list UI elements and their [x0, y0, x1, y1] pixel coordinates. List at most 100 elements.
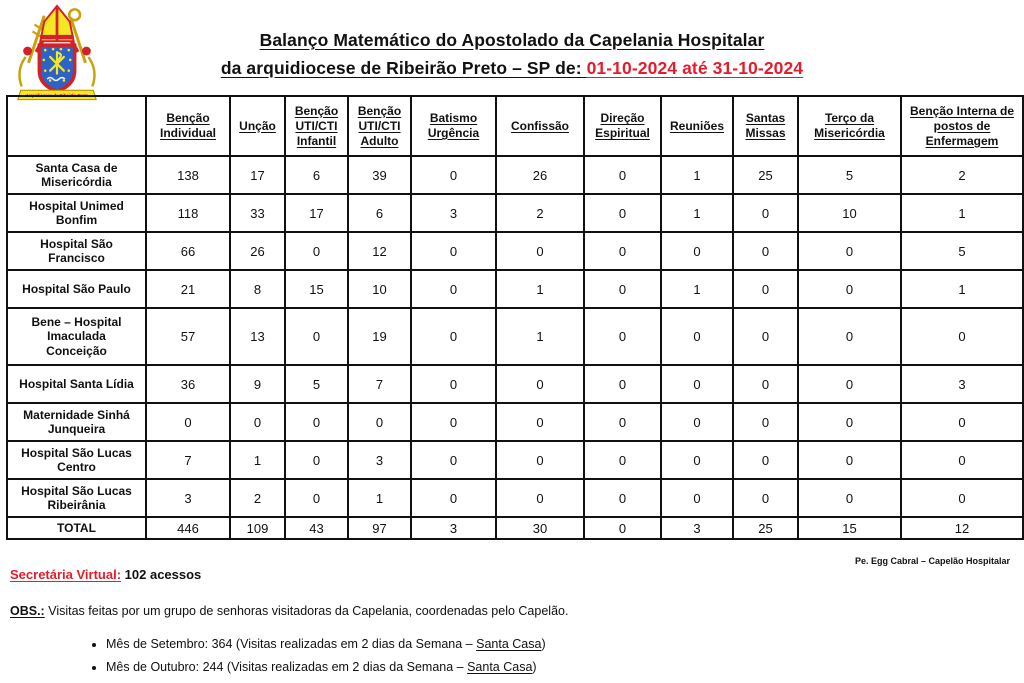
value-cell: 0 — [732, 364, 799, 404]
september-underlined: Santa Casa — [476, 637, 542, 651]
value-cell: 0 — [900, 478, 1024, 518]
value-cell: 0 — [410, 307, 497, 366]
total-label: TOTAL — [6, 516, 147, 540]
value-cell: 0 — [229, 402, 286, 442]
value-cell: 0 — [583, 478, 662, 518]
september-text: Mês de Setembro: 364 (Visitas realizadas… — [106, 637, 477, 651]
value-cell: 0 — [583, 516, 662, 540]
value-cell: 7 — [145, 440, 231, 480]
value-cell: 0 — [660, 231, 734, 271]
value-cell: 0 — [660, 364, 734, 404]
list-item-september: Mês de Setembro: 364 (Visitas realizadas… — [106, 633, 546, 656]
value-cell: 2 — [229, 478, 286, 518]
bishop-mitre-icon — [34, 4, 80, 53]
value-cell: 0 — [583, 155, 662, 195]
value-cell: 25 — [732, 155, 799, 195]
value-cell: 1 — [900, 269, 1024, 309]
column-header: Terço da Misericórdia — [797, 95, 902, 157]
value-cell: 0 — [660, 478, 734, 518]
value-cell: 138 — [145, 155, 231, 195]
column-header: Reuniões — [660, 95, 734, 157]
value-cell: 0 — [495, 402, 585, 442]
page-title-line1: Balanço Matemático do Apostolado da Cape… — [0, 26, 1024, 54]
value-cell: 0 — [284, 440, 349, 480]
header-row: Benção Individual Unção Benção UTI/CTI Inf… — [6, 95, 1024, 157]
report-table-body: Santa Casa de Misericórdia 138 17 6 39 0 26 0 1 2… — [6, 155, 1024, 540]
value-cell: 97 — [347, 516, 412, 540]
value-cell: 0 — [495, 478, 585, 518]
value-cell: 8 — [229, 269, 286, 309]
list-item-october: Mês de Outubro: 244 (Visitas realizadas … — [106, 656, 546, 679]
column-header: Benção Individual — [145, 95, 231, 157]
value-cell: 6 — [284, 155, 349, 195]
value-cell: 3 — [347, 440, 412, 480]
page-title-line2: da arquidiocese de Ribeirão Preto – SP d… — [0, 54, 1024, 82]
value-cell: 0 — [732, 193, 799, 233]
value-cell: 13 — [229, 307, 286, 366]
virtual-secretary-label: Secretária Virtual: — [10, 567, 122, 582]
value-cell: 5 — [797, 155, 902, 195]
value-cell: 0 — [732, 402, 799, 442]
value-cell: 0 — [660, 402, 734, 442]
value-cell: 2 — [495, 193, 585, 233]
september-suffix: ) — [541, 637, 546, 651]
column-header: Unção — [229, 95, 286, 157]
value-cell: 0 — [284, 231, 349, 271]
column-header: Direção Espiritual — [583, 95, 662, 157]
value-cell: 17 — [284, 193, 349, 233]
hospital-name: Hospital São Paulo — [6, 269, 147, 309]
observation-line: OBS.: Visitas feitas por um grupo de sen… — [10, 604, 568, 618]
crossed-staffs-icon — [27, 15, 87, 64]
value-cell: 0 — [797, 440, 902, 480]
value-cell: 3 — [410, 193, 497, 233]
value-cell: 0 — [495, 440, 585, 480]
value-cell: 0 — [410, 155, 497, 195]
value-cell: 26 — [495, 155, 585, 195]
value-cell: 25 — [732, 516, 799, 540]
column-header: Benção Interna de postos de Enfermagem — [900, 95, 1024, 157]
column-header: Batismo Urgência — [410, 95, 497, 157]
hospital-name: Bene – Hospital Imaculada Conceição — [6, 307, 147, 366]
title-text-1: Balanço Matemático do Apostolado da Cape… — [259, 30, 765, 50]
hospital-name: Hospital São Lucas Ribeirânia — [6, 478, 147, 518]
value-cell: 33 — [229, 193, 286, 233]
value-cell: 10 — [347, 269, 412, 309]
value-cell: 0 — [583, 440, 662, 480]
value-cell: 0 — [583, 402, 662, 442]
value-cell: 0 — [410, 364, 497, 404]
value-cell: 3 — [900, 364, 1024, 404]
value-cell: 0 — [660, 307, 734, 366]
table-row: Maternidade Sinhá Junqueira 0 0 0 0 0 0 0 0 0 0 0 — [6, 402, 1024, 442]
value-cell: 0 — [797, 364, 902, 404]
hospital-name: Hospital São Francisco — [6, 231, 147, 271]
value-cell: 1 — [495, 269, 585, 309]
value-cell: 1 — [660, 269, 734, 309]
table-row: Hospital São Francisco 66 26 0 12 0 0 0 0 0 0 5 — [6, 231, 1024, 271]
value-cell: 66 — [145, 231, 231, 271]
crosier-spiral-icon — [67, 8, 82, 22]
value-cell: 0 — [145, 402, 231, 442]
value-cell: 0 — [732, 307, 799, 366]
value-cell: 3 — [410, 516, 497, 540]
hospital-name: Hospital São Lucas Centro — [6, 440, 147, 480]
value-cell: 0 — [900, 440, 1024, 480]
obs-text: Visitas feitas por um grupo de senhoras … — [44, 604, 569, 618]
hospital-name: Hospital Santa Lídia — [6, 364, 147, 404]
value-cell: 2 — [900, 155, 1024, 195]
table-row: Hospital São Lucas Ribeirânia 3 2 0 1 0 0 0 0 0 0 0 — [6, 478, 1024, 518]
value-cell: 109 — [229, 516, 286, 540]
value-cell: 12 — [347, 231, 412, 271]
value-cell: 30 — [495, 516, 585, 540]
value-cell: 118 — [145, 193, 231, 233]
value-cell: 0 — [284, 307, 349, 366]
table-row: Santa Casa de Misericórdia 138 17 6 39 0 26 0 1 2… — [6, 155, 1024, 195]
value-cell: 7 — [347, 364, 412, 404]
value-cell: 17 — [229, 155, 286, 195]
value-cell: 6 — [347, 193, 412, 233]
value-cell: 1 — [495, 307, 585, 366]
value-cell: 5 — [284, 364, 349, 404]
column-header: Benção UTI/CTI Infantil — [284, 95, 349, 157]
value-cell: 0 — [410, 402, 497, 442]
value-cell: 0 — [495, 231, 585, 271]
